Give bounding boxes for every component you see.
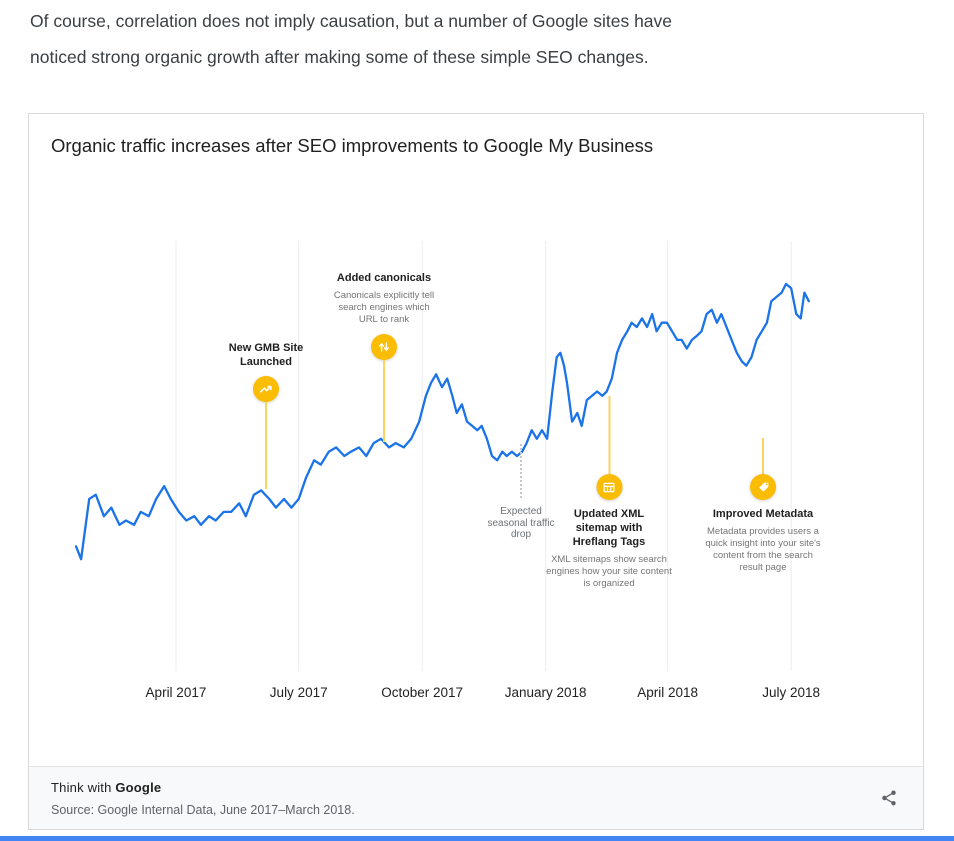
- annotation-improved-metadata: Improved Metadata Metadata provides user…: [693, 438, 833, 574]
- annotation-subtext: Metadata provides users a quick insight …: [705, 526, 821, 573]
- annotation-title: Improved Metadata: [712, 508, 814, 520]
- page-bottom-accent-bar: [0, 836, 954, 841]
- x-tick-label: April 2017: [145, 685, 207, 700]
- card-footer: Think with Google Source: Google Interna…: [29, 766, 923, 829]
- annotation-new-gmb-site: New GMB Site Launched: [220, 341, 312, 489]
- annotation-added-canonicals: Added canonicals Canonicals explicitly t…: [328, 271, 440, 442]
- annotation-note: Expected seasonal traffic drop: [487, 506, 555, 540]
- annotation-title: Updated XML sitemap with Hreflang Tags: [572, 508, 646, 548]
- annotation-title: New GMB Site Launched: [228, 342, 304, 368]
- annotation-connector: [265, 402, 267, 489]
- up-down-arrows-icon: [371, 334, 397, 360]
- intro-line-2: noticed strong organic growth after maki…: [30, 47, 649, 67]
- traffic-chart: [74, 241, 810, 671]
- x-tick-label: July 2017: [269, 685, 328, 700]
- chart-card: Organic traffic increases after SEO impr…: [28, 113, 924, 830]
- footer-text-block: Think with Google Source: Google Interna…: [51, 780, 355, 817]
- annotation-connector: [762, 438, 764, 474]
- x-tick-label: January 2018: [504, 685, 587, 700]
- brand-bold: Google: [115, 779, 162, 795]
- annotation-connector: [608, 396, 610, 474]
- tag-icon: [750, 474, 776, 500]
- source-note: Source: Google Internal Data, June 2017–…: [51, 802, 355, 817]
- x-tick-label: April 2018: [637, 685, 699, 700]
- line-chart-icon: [253, 376, 279, 402]
- annotation-title: Added canonicals: [336, 272, 432, 284]
- annotation-xml-sitemap: Updated XML sitemap with Hreflang Tags X…: [542, 396, 677, 590]
- x-tick-label: October 2017: [381, 685, 464, 700]
- annotation-subtext: XML sitemaps show search engines how you…: [546, 554, 672, 589]
- sitemap-grid-icon: [596, 474, 622, 500]
- intro-line-1: Of course, correlation does not imply ca…: [30, 11, 673, 31]
- brand-regular: Think with: [51, 779, 112, 795]
- traffic-line-series: [74, 282, 810, 561]
- dotted-connector: [520, 444, 522, 498]
- annotation-seasonal-drop: Expected seasonal traffic drop: [486, 444, 556, 541]
- chart-title: Organic traffic increases after SEO impr…: [51, 135, 654, 156]
- x-tick-label: July 2018: [762, 685, 821, 700]
- annotation-subtext: Canonicals explicitly tell search engine…: [333, 290, 435, 325]
- intro-paragraph: Of course, correlation does not imply ca…: [30, 3, 672, 75]
- annotation-connector: [383, 360, 385, 442]
- brand-logo: Think with Google: [51, 780, 355, 795]
- share-icon[interactable]: [877, 786, 901, 810]
